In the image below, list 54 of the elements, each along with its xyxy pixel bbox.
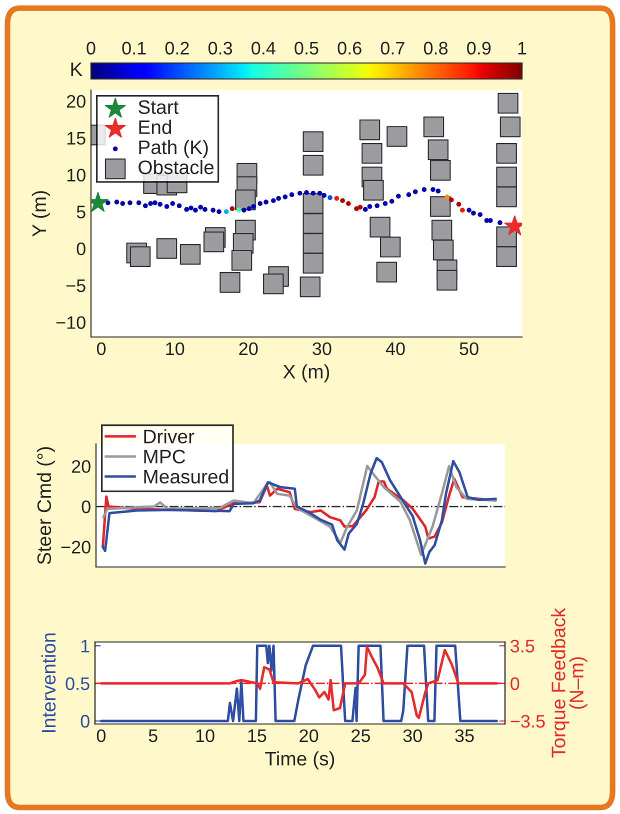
color-bar-label: 0.7 xyxy=(380,42,404,55)
x-tick-label: 0 xyxy=(96,342,106,356)
y-axis-title: Y (m) xyxy=(32,191,50,237)
y-axis-title: Steer Cmd (°) xyxy=(36,447,55,564)
x-tick-label: 30 xyxy=(312,342,332,356)
color-bar-label: 0.8 xyxy=(424,42,448,55)
x-tick-label: 40 xyxy=(386,342,405,356)
x-tick-label: 50 xyxy=(460,342,478,356)
y-tick-label: 0 xyxy=(80,714,90,728)
y-tick-label: −10 xyxy=(56,316,86,329)
x-tick-label: 20 xyxy=(239,342,258,356)
legend-label: Path (K) xyxy=(139,140,208,158)
y2-tick-label: 0 xyxy=(510,677,520,690)
color-bar-label: 0.4 xyxy=(252,42,276,55)
x-axis-title: X (m) xyxy=(283,364,330,382)
x-axis-title: Time (s) xyxy=(265,751,334,770)
color-bar-title: K xyxy=(71,62,82,76)
y-tick-label: 10 xyxy=(67,168,86,182)
legend-label: End xyxy=(139,120,172,134)
y-tick-label: 20 xyxy=(72,460,90,473)
color-bar-label: 0.3 xyxy=(208,42,232,55)
y-tick-label: 1 xyxy=(81,640,90,652)
legend-label: Obstacle xyxy=(138,160,214,174)
x-tick-label: 5 xyxy=(148,730,158,742)
legend-label: MPC xyxy=(144,450,186,464)
y-tick-label: −5 xyxy=(66,280,86,292)
y-tick-label: 5 xyxy=(76,206,86,218)
y2-tick-label: −3.5 xyxy=(510,714,545,728)
x-tick-label: 10 xyxy=(196,729,214,742)
y-tick-label: 0 xyxy=(82,500,90,514)
color-bar-label: 0.2 xyxy=(165,42,189,55)
color-bar-label: 0.5 xyxy=(294,42,318,55)
color-bar-label: 0.6 xyxy=(338,42,362,55)
x-tick-label: 35 xyxy=(455,729,474,742)
color-bar-label: 0.9 xyxy=(467,42,491,55)
x-tick-label: 15 xyxy=(248,730,266,742)
x-tick-label: 30 xyxy=(403,729,422,742)
legend-label: Driver xyxy=(144,429,194,444)
x-tick-label: 0 xyxy=(96,729,106,742)
y-axis-title: Intervention xyxy=(41,633,56,732)
y2-axis-title: Torque Feedback (N–m) xyxy=(551,608,588,758)
y-tick-label: −20 xyxy=(61,540,90,554)
x-tick-label: 10 xyxy=(166,342,184,356)
color-bar-label: 0.1 xyxy=(122,42,146,55)
x-tick-label: 25 xyxy=(352,729,370,742)
y-tick-label: 0 xyxy=(76,242,86,256)
y-tick-label: 20 xyxy=(66,94,86,108)
y-tick-label: 15 xyxy=(67,132,86,145)
color-bar-label: 1 xyxy=(518,42,526,54)
legend-label: Start xyxy=(138,100,179,114)
x-tick-label: 20 xyxy=(300,729,318,742)
legend-label: Measured xyxy=(144,469,228,484)
y2-tick-label: 3.5 xyxy=(510,640,534,652)
y-tick-label: 0.5 xyxy=(66,677,90,690)
